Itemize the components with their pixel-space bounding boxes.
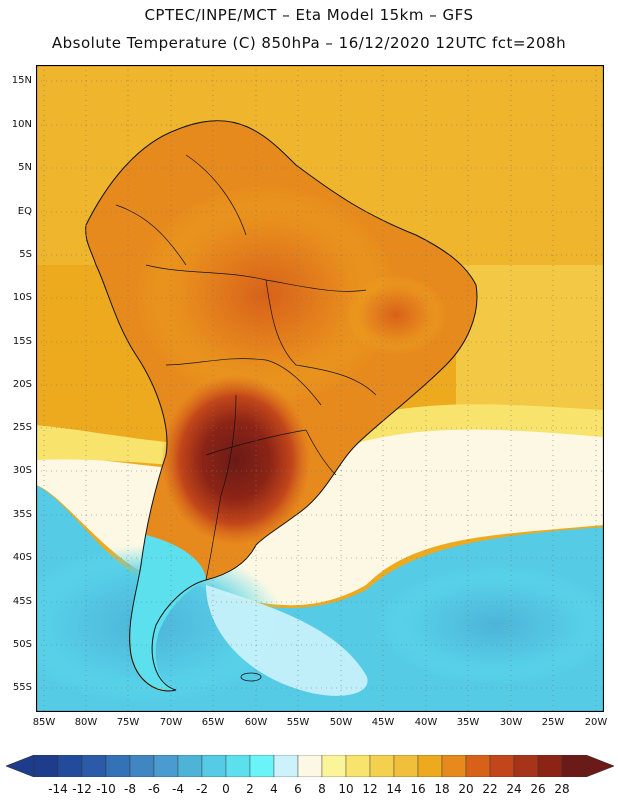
colorbar-label: -6 <box>148 782 160 796</box>
coastline <box>85 120 478 692</box>
colorbar-cell <box>561 755 587 777</box>
colorbar-label: 26 <box>530 782 546 796</box>
colorbar-label: -14 <box>48 782 68 796</box>
chart-title-line-1: CPTEC/INPE/MCT – Eta Model 15km – GFS <box>144 6 474 24</box>
colorbar-label: 20 <box>458 782 474 796</box>
lat-label: 10S <box>12 292 32 303</box>
colorbar-cell <box>201 755 227 777</box>
temperature-colorbar <box>6 755 614 777</box>
colorbar-cell <box>513 755 539 777</box>
chart-title-line-2: Absolute Temperature (C) 850hPa – 16/12/… <box>51 34 567 52</box>
colorbar-cell <box>273 755 299 777</box>
lat-label: 45S <box>12 596 32 607</box>
colorbar-cell <box>129 755 155 777</box>
colorbar-cell <box>177 755 203 777</box>
falkland-islands <box>240 672 262 682</box>
colorbar-label: 6 <box>294 782 302 796</box>
colorbar-cell <box>321 755 347 777</box>
lat-label: 5N <box>18 162 32 173</box>
colorbar-label: 10 <box>338 782 354 796</box>
colorbar-label: 22 <box>482 782 498 796</box>
colorbar-label: 12 <box>362 782 378 796</box>
colorbar-label: 2 <box>246 782 254 796</box>
colorbar-cell <box>153 755 179 777</box>
lat-label: 25S <box>12 422 32 433</box>
map-border <box>36 65 604 712</box>
lon-label: 65W <box>201 717 225 728</box>
colorbar-left-arrow <box>6 755 35 777</box>
lat-label: 35S <box>12 509 32 520</box>
colorbar-label: 4 <box>270 782 278 796</box>
lat-label: 55S <box>12 682 32 693</box>
lon-label: 50W <box>329 717 353 728</box>
colorbar-label: -2 <box>196 782 208 796</box>
colorbar-cell <box>57 755 83 777</box>
lon-label: 80W <box>74 717 98 728</box>
lon-label: 40W <box>414 717 438 728</box>
colorbar-label: -10 <box>96 782 116 796</box>
colorbar-cell <box>417 755 443 777</box>
colorbar-cell <box>345 755 371 777</box>
lon-label: 70W <box>159 717 183 728</box>
lat-label: 15S <box>12 336 32 347</box>
colorbar-cell <box>249 755 275 777</box>
colorbar-cell <box>489 755 515 777</box>
lat-label: 15N <box>11 75 32 86</box>
colorbar-cell <box>369 755 395 777</box>
lon-label: 75W <box>116 717 140 728</box>
lat-label: 50S <box>12 639 32 650</box>
lon-label: 85W <box>32 717 56 728</box>
lon-label: 35W <box>456 717 480 728</box>
colorbar-label: -4 <box>172 782 184 796</box>
colorbar-cell <box>465 755 491 777</box>
colorbar-cell <box>537 755 563 777</box>
colorbar-label: 0 <box>222 782 230 796</box>
colorbar-cell <box>81 755 107 777</box>
colorbar-cell <box>297 755 323 777</box>
lat-label: 30S <box>12 465 32 476</box>
lon-label: 20W <box>584 717 608 728</box>
colorbar-label: 8 <box>318 782 326 796</box>
colorbar-cell <box>441 755 467 777</box>
colorbar-label: 14 <box>386 782 402 796</box>
lon-label: 60W <box>244 717 268 728</box>
colorbar-right-arrow <box>585 755 614 777</box>
colorbar-cell <box>105 755 131 777</box>
colorbar-label: 18 <box>434 782 450 796</box>
lon-label: 55W <box>286 717 310 728</box>
lat-label: 5S <box>19 249 32 260</box>
colorbar-cell <box>33 755 59 777</box>
colorbar-label: 16 <box>410 782 426 796</box>
lat-label: EQ <box>17 206 32 217</box>
lat-label: 40S <box>12 552 32 563</box>
lon-label: 30W <box>499 717 523 728</box>
colorbar-cell <box>225 755 251 777</box>
lat-label: 20S <box>12 379 32 390</box>
colorbar-label: 24 <box>506 782 522 796</box>
colorbar-label: 28 <box>554 782 570 796</box>
lat-label: 10N <box>11 119 32 130</box>
colorbar-label: -12 <box>72 782 92 796</box>
lon-label: 25W <box>541 717 565 728</box>
colorbar-label: -8 <box>124 782 136 796</box>
temperature-map <box>36 65 604 712</box>
colorbar-cell <box>393 755 419 777</box>
lon-label: 45W <box>371 717 395 728</box>
